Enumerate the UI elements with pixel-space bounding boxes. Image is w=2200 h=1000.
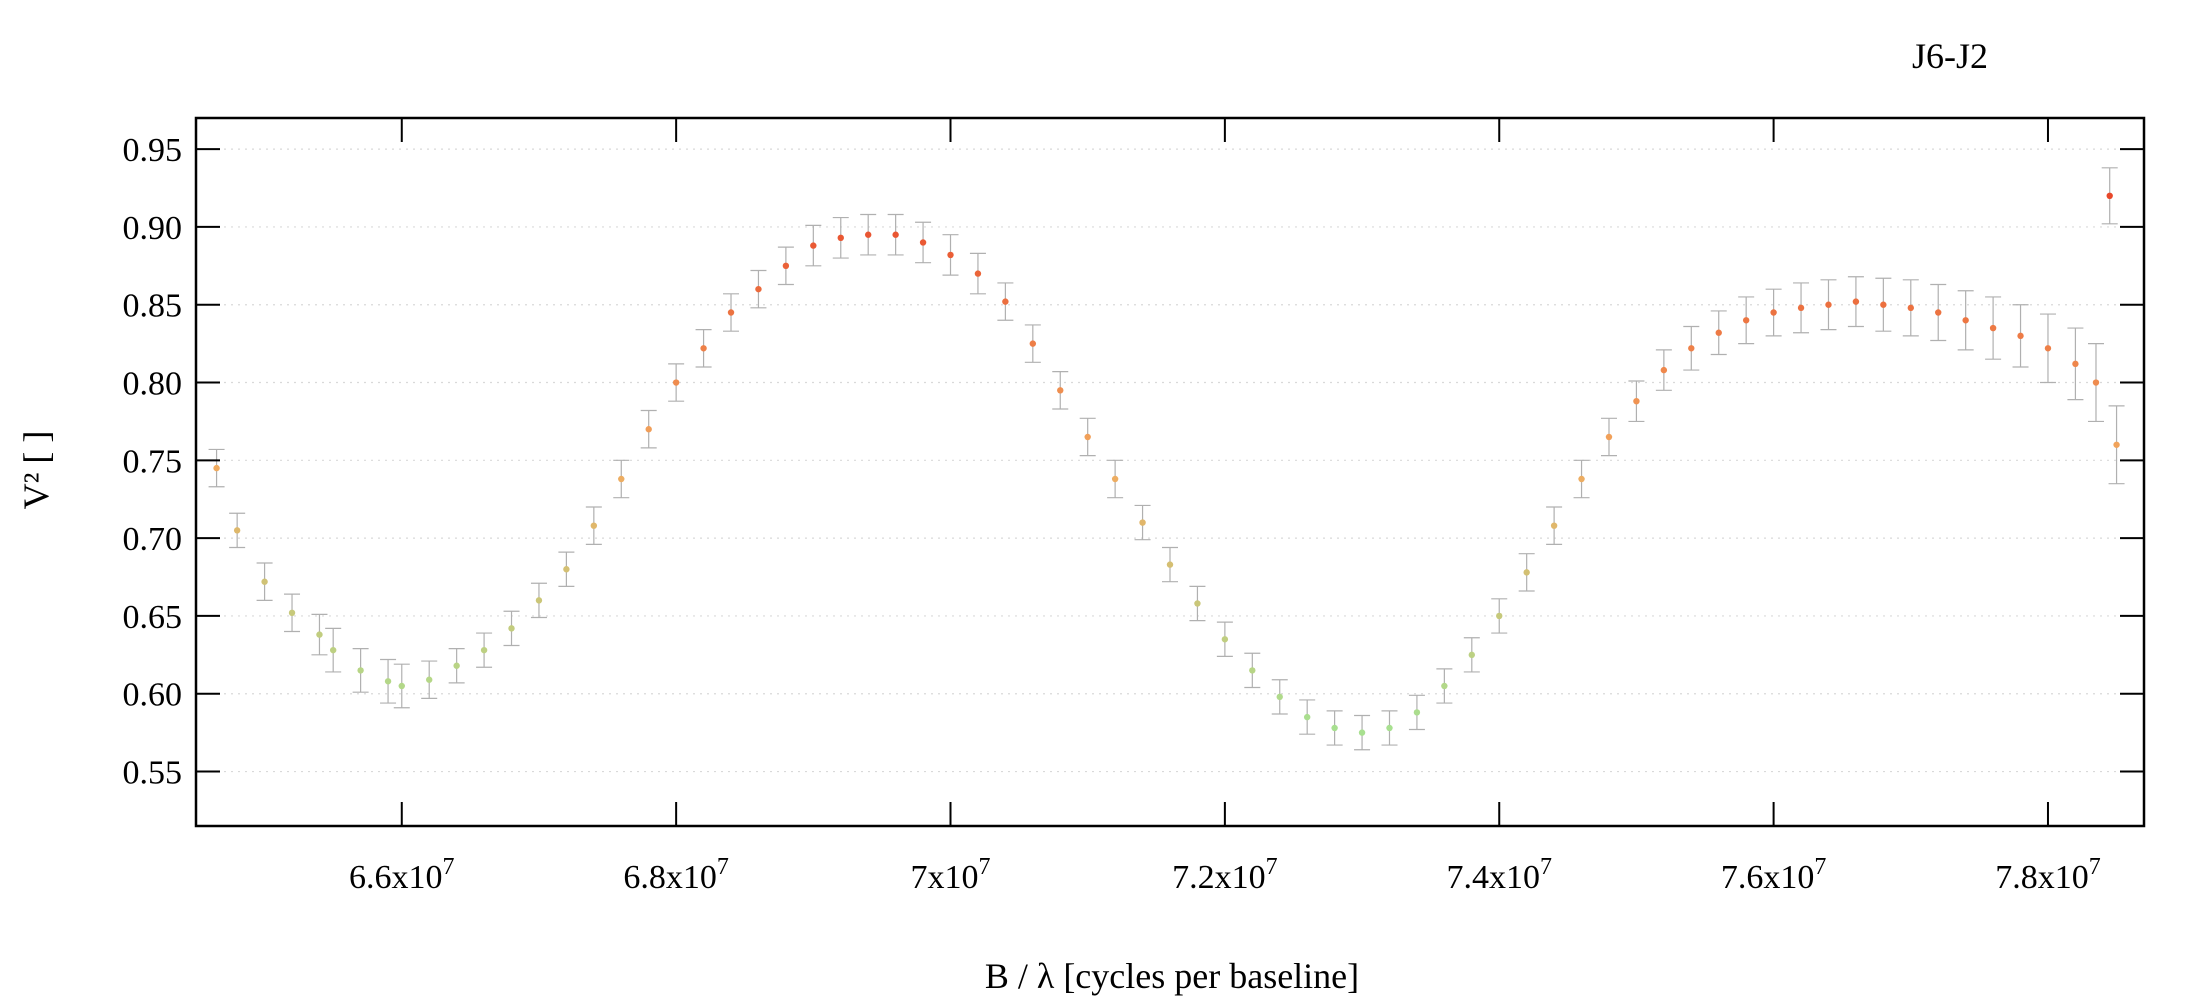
grid-lines bbox=[196, 148, 2144, 773]
data-point bbox=[1880, 301, 1887, 308]
data-point bbox=[1194, 600, 1201, 607]
data-point bbox=[1413, 709, 1421, 716]
y-tick-label-3: 0.70 bbox=[123, 521, 183, 558]
data-point bbox=[1166, 561, 1174, 568]
x-tick-label-0: 6.6x107 bbox=[349, 854, 455, 896]
data-point bbox=[1797, 304, 1805, 312]
data-point bbox=[1441, 682, 1448, 690]
y-axis-title: V² [ ] bbox=[16, 431, 56, 510]
data-point bbox=[2072, 360, 2079, 368]
data-point bbox=[384, 678, 392, 685]
data-point bbox=[618, 475, 625, 483]
data-point bbox=[1770, 309, 1777, 316]
data-point bbox=[645, 426, 652, 433]
data-point bbox=[755, 285, 762, 293]
y-tick-label-5: 0.80 bbox=[123, 366, 183, 403]
data-point bbox=[1386, 724, 1393, 732]
data-point bbox=[1057, 387, 1064, 394]
data-point bbox=[1111, 475, 1119, 483]
x-axis-title: B / λ [cycles per baseline] bbox=[985, 956, 1359, 996]
data-point bbox=[1303, 713, 1311, 721]
data-point bbox=[2106, 192, 2113, 200]
data-point bbox=[1523, 569, 1530, 576]
data-point bbox=[1989, 324, 1997, 332]
data-point bbox=[864, 231, 872, 238]
data-point bbox=[1249, 667, 1256, 674]
data-point bbox=[1907, 304, 1914, 312]
x-tick-label-2: 7x107 bbox=[911, 854, 991, 896]
data-point bbox=[453, 662, 460, 669]
data-point bbox=[1550, 522, 1558, 529]
x-tick-label-3: 7.2x107 bbox=[1172, 854, 1278, 896]
data-point bbox=[1496, 612, 1503, 620]
data-point bbox=[1139, 519, 1146, 526]
data-point bbox=[1742, 317, 1750, 324]
error-bars bbox=[208, 167, 2125, 751]
ticks bbox=[196, 118, 2144, 826]
data-point bbox=[2092, 379, 2100, 386]
data-point bbox=[1715, 329, 1722, 336]
data-point bbox=[508, 625, 515, 632]
data-point bbox=[1633, 398, 1640, 405]
y-tick-label-7: 0.90 bbox=[123, 210, 183, 247]
data-point bbox=[727, 309, 735, 316]
data-point bbox=[1468, 651, 1476, 659]
data-point bbox=[1935, 309, 1942, 316]
data-point bbox=[1962, 317, 1969, 324]
plot-frame bbox=[194, 116, 2146, 828]
data-point bbox=[233, 527, 241, 534]
chart-title: J6-J2 bbox=[1912, 36, 1988, 76]
data-point bbox=[1276, 693, 1283, 701]
data-point bbox=[590, 522, 598, 529]
y-tick-label-0: 0.55 bbox=[123, 755, 183, 792]
data-point bbox=[1084, 433, 1091, 441]
data-point bbox=[2044, 345, 2052, 352]
y-tick-label-8: 0.95 bbox=[123, 132, 183, 169]
x-tick-label-4: 7.4x107 bbox=[1446, 854, 1552, 896]
data-point bbox=[1029, 340, 1037, 347]
data-point bbox=[1825, 301, 1832, 308]
data-point bbox=[563, 566, 570, 573]
tick-labels: 0.55 0.60 0.65 0.70 0.75 0.80 0.85 0.90 0.95 6.6x… bbox=[123, 132, 2101, 896]
data-point bbox=[316, 631, 323, 638]
data-point bbox=[1660, 366, 1668, 374]
data-point bbox=[1002, 298, 1009, 305]
data-point bbox=[700, 345, 707, 352]
data-point bbox=[2113, 441, 2120, 448]
data-point bbox=[782, 262, 790, 270]
data-point bbox=[535, 597, 543, 604]
data-point bbox=[1578, 475, 1585, 483]
y-tick-label-4: 0.75 bbox=[123, 443, 183, 480]
data-point bbox=[288, 609, 296, 617]
data-point bbox=[426, 676, 433, 683]
data-point bbox=[947, 251, 954, 259]
data-point bbox=[974, 270, 982, 277]
data-point bbox=[480, 646, 488, 654]
data-point bbox=[672, 379, 680, 386]
data-point bbox=[1688, 345, 1695, 352]
data-point bbox=[1358, 729, 1366, 736]
x-tick-label-1: 6.8x107 bbox=[623, 854, 729, 896]
data-point bbox=[1605, 433, 1613, 441]
data-point bbox=[261, 578, 268, 585]
data-point bbox=[919, 239, 927, 246]
y-tick-label-6: 0.85 bbox=[123, 288, 183, 325]
x-tick-label-5: 7.6x107 bbox=[1721, 854, 1827, 896]
data-point bbox=[357, 667, 364, 674]
y-tick-label-1: 0.60 bbox=[123, 677, 183, 714]
data-points bbox=[213, 192, 2120, 736]
y-tick-label-2: 0.65 bbox=[123, 599, 183, 636]
data-point bbox=[398, 682, 405, 690]
data-point bbox=[2017, 332, 2024, 340]
data-point bbox=[1852, 298, 1860, 305]
data-point bbox=[837, 234, 844, 242]
data-point bbox=[329, 646, 337, 654]
data-point bbox=[1331, 724, 1338, 732]
data-point bbox=[892, 231, 899, 238]
x-tick-label-6: 7.8x107 bbox=[1995, 854, 2100, 896]
data-point bbox=[1221, 636, 1229, 643]
data-point bbox=[213, 464, 220, 472]
data-point bbox=[810, 242, 817, 249]
